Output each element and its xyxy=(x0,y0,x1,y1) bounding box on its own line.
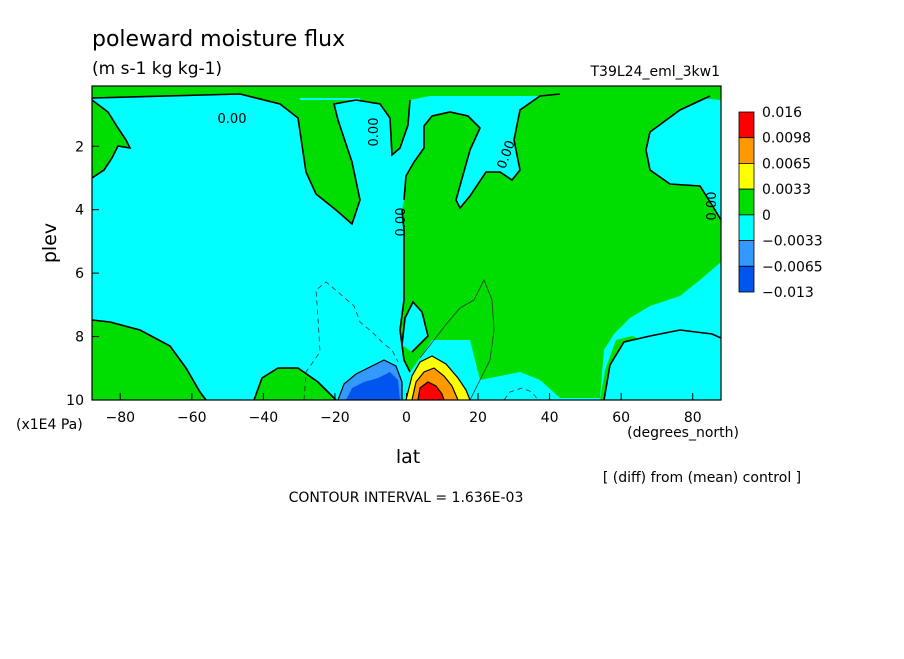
positive-field-left-lobe xyxy=(92,86,721,224)
zero-contour-far-right xyxy=(403,93,561,210)
y-axis-label: plev xyxy=(39,223,61,263)
x-tick-label: 40 xyxy=(541,410,559,426)
y-tick-label: 2 xyxy=(75,139,84,155)
colorbar-label: 0.0033 xyxy=(762,182,811,198)
positive-field-bottom-patch xyxy=(254,368,336,400)
x-tick-label: −20 xyxy=(320,410,350,426)
colorbar: 0.016 0.0098 0.0065 0.0033 0 −0.0033 −0.0065 −0… xyxy=(738,105,823,301)
positive-field-left-bottom xyxy=(92,320,206,400)
colorbar-label: 0.0098 xyxy=(762,131,811,147)
y-axis: 2 4 6 8 10 xyxy=(66,139,99,409)
colorbar-swatch xyxy=(738,240,755,267)
colorbar-swatch xyxy=(738,265,755,293)
positive-field-right xyxy=(400,94,721,398)
zero-contour-right xyxy=(399,209,411,373)
colorbar-label: 0 xyxy=(762,208,771,224)
x-axis-label: lat xyxy=(396,446,420,468)
contour-interval: CONTOUR INTERVAL = 1.636E-03 xyxy=(289,490,524,506)
negative-field-level-3 xyxy=(346,372,400,400)
y-axis-units: (x1E4 Pa) xyxy=(16,417,83,433)
run-label: T39L24_eml_3kw1 xyxy=(590,64,721,80)
colorbar-label: −0.0065 xyxy=(762,259,823,275)
colorbar-swatch xyxy=(738,188,755,216)
contour-label: 0.00 xyxy=(705,192,720,221)
y-tick-label: 10 xyxy=(66,393,84,409)
y-tick-label: 8 xyxy=(75,330,84,346)
colorbar-label: 0.016 xyxy=(762,105,802,121)
x-tick-label: 80 xyxy=(684,410,702,426)
colorbar-label: −0.013 xyxy=(762,285,814,301)
zero-contour-left-bottom xyxy=(92,319,207,400)
contour-label: 0.00 xyxy=(394,208,409,237)
positive-field-level-4 xyxy=(418,382,444,400)
x-axis-units: (degrees_north) xyxy=(627,425,739,441)
contour-label: 0.00 xyxy=(218,112,247,127)
zero-contour-left xyxy=(92,93,411,226)
zero-contour-bottom-patch xyxy=(253,367,337,400)
contour-lines xyxy=(92,93,721,400)
negative-field-right-bottom xyxy=(604,330,721,400)
solid-positive-contour xyxy=(419,279,495,400)
colorbar-swatch xyxy=(738,111,755,139)
contour-pos-level-2 xyxy=(411,367,459,400)
colorbar-label: −0.0033 xyxy=(762,234,823,250)
zero-contour-right-lobe xyxy=(645,95,721,221)
colorbar-swatch xyxy=(738,163,755,190)
positive-field-left-tongue xyxy=(92,100,130,178)
x-tick-label: 60 xyxy=(612,410,630,426)
thin-contours xyxy=(303,279,539,400)
x-tick-label: −40 xyxy=(249,410,279,426)
contour-fields xyxy=(92,86,721,400)
negative-field-lobe-cut xyxy=(300,98,360,100)
dashed-negative-contour-2 xyxy=(503,387,539,400)
x-tick-label: −80 xyxy=(105,410,135,426)
zero-contour-right-bottom xyxy=(603,329,721,400)
y-tick-label: 4 xyxy=(75,203,84,219)
zero-contour-left-tongue xyxy=(92,99,132,179)
contour-pos-level-1 xyxy=(405,355,471,400)
contour-label: 0.00 xyxy=(367,118,382,147)
x-tick-label: 20 xyxy=(469,410,487,426)
colorbar-label: 0.0065 xyxy=(762,156,811,172)
contour-pos-level-3 xyxy=(417,381,445,400)
y-tick-label: 6 xyxy=(75,266,84,282)
contour-neg-level-1 xyxy=(337,359,403,400)
x-tick-label: −60 xyxy=(177,410,207,426)
colorbar-swatch xyxy=(738,137,755,164)
comparison-note: [ (diff) from (mean) control ] xyxy=(603,470,801,486)
colorbar-swatch xyxy=(738,214,755,241)
negative-field-pocket xyxy=(402,302,428,352)
zero-contour-pocket xyxy=(401,300,429,353)
chart-title: poleward moisture flux xyxy=(92,27,345,52)
x-axis: −80 −60 −40 −20 0 20 40 60 80 xyxy=(105,393,702,426)
chart-subtitle: (m s-1 kg kg-1) xyxy=(92,59,222,79)
x-tick-label: 0 xyxy=(402,410,411,426)
